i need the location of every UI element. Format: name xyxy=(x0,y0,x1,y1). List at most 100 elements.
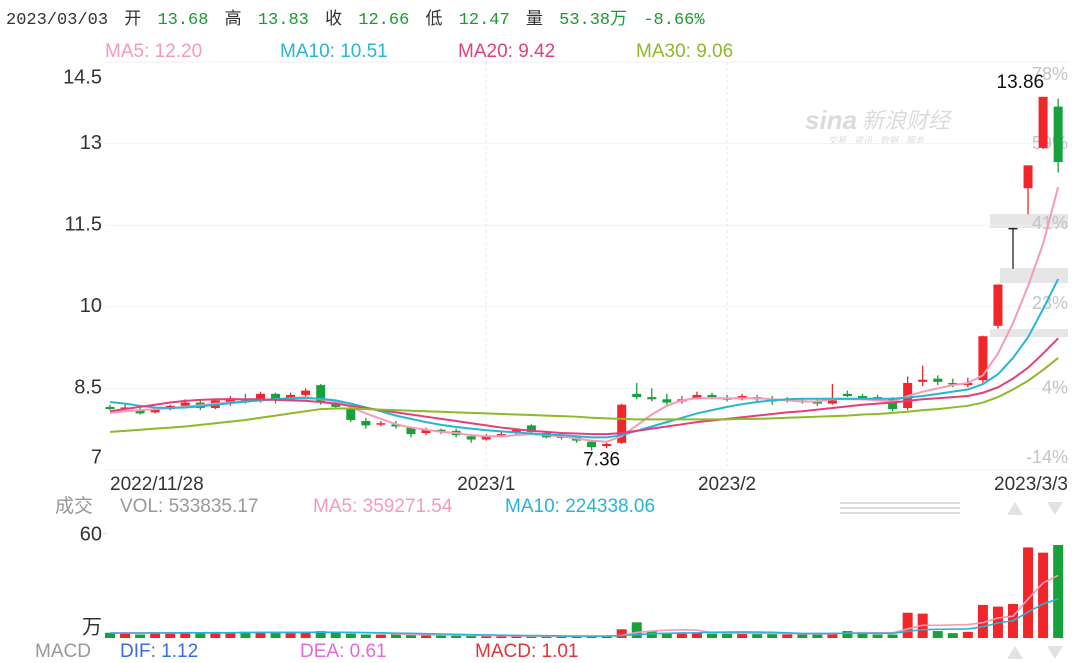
volume-ma-line xyxy=(110,598,1059,637)
volume-bar xyxy=(586,636,597,638)
candle-body xyxy=(888,399,898,410)
candle-body xyxy=(180,402,190,406)
volume-bar xyxy=(827,632,838,638)
candle-body xyxy=(978,336,988,381)
candle-body xyxy=(827,400,837,404)
macd-legend-entry: DIF: 1.12 xyxy=(120,641,198,662)
volume-bar xyxy=(1038,552,1049,638)
candle-body xyxy=(933,378,943,382)
ma-line xyxy=(109,337,1059,436)
candle-body xyxy=(135,410,145,414)
candle-body xyxy=(466,436,476,440)
volume-bar xyxy=(541,636,552,638)
volume-bar xyxy=(180,632,191,638)
volume-bar xyxy=(105,632,115,638)
y-tick-label: 10 xyxy=(80,295,102,317)
y-tick-label: 14.5 xyxy=(63,66,102,88)
volume-bar xyxy=(375,634,386,638)
watermark-logo: sina xyxy=(805,105,857,135)
volume-bar xyxy=(150,633,161,638)
y2-tick-label: 41% xyxy=(1032,213,1068,233)
dotted-decoration xyxy=(840,502,960,514)
y2-tick-label: 78% xyxy=(1032,64,1068,84)
macd-legend-entry: DEA: 0.61 xyxy=(300,641,387,662)
volume-bar xyxy=(676,633,687,638)
volume-bar xyxy=(511,635,522,638)
volume-bar xyxy=(1023,547,1034,638)
ma-line xyxy=(109,357,1059,433)
quote-change: -8.66% xyxy=(643,11,705,30)
volume-bar xyxy=(707,633,717,638)
volume-bar xyxy=(360,634,371,638)
candle-body xyxy=(602,443,612,447)
candle-body xyxy=(587,441,597,448)
volume-bar xyxy=(857,631,868,638)
volume-bar xyxy=(902,612,913,638)
quote-label: 开 xyxy=(124,10,141,30)
max-annotation: 13.86 xyxy=(997,72,1045,93)
macd-title: MACD xyxy=(35,641,91,662)
candle-body xyxy=(918,379,928,382)
min-annotation: 7.36 xyxy=(583,449,620,470)
volume-bar xyxy=(496,636,507,638)
axis-highlight xyxy=(990,329,1068,337)
x-tick-label: 2023/2 xyxy=(698,474,756,495)
candle-body xyxy=(812,401,822,404)
scroll-down-icon[interactable] xyxy=(1047,502,1063,515)
volume-bar xyxy=(135,634,146,638)
quote-label: 低 xyxy=(426,9,443,30)
volume-bar xyxy=(210,631,221,638)
scroll-down-icon[interactable] xyxy=(1047,646,1063,659)
volume-bar xyxy=(631,622,642,638)
y-tick-label: 13 xyxy=(80,132,102,154)
candle-body xyxy=(361,421,371,426)
candle-body xyxy=(842,393,852,397)
volume-bar xyxy=(225,632,236,638)
volume-bar xyxy=(315,631,326,638)
volume-bar xyxy=(120,633,131,638)
candle-body xyxy=(948,382,958,385)
watermark-sub: 交易 · 资讯 · 数据 · 服务 xyxy=(828,135,925,145)
volume-bar xyxy=(526,635,537,638)
volume-bar xyxy=(556,636,567,638)
candle-body xyxy=(858,396,867,399)
candle-body xyxy=(271,393,281,400)
volume-bar xyxy=(887,634,898,638)
y-tick-label: 8.5 xyxy=(74,377,102,399)
volume-bar xyxy=(195,632,206,638)
candle-body xyxy=(692,394,702,399)
candle-body xyxy=(286,394,296,400)
volume-bar xyxy=(165,633,176,638)
candle-body xyxy=(301,390,311,395)
quote-value: 53.38万 xyxy=(559,10,627,30)
candle-body xyxy=(511,429,521,432)
candle-body xyxy=(150,409,160,413)
x-tick-label: 2023/1 xyxy=(457,474,515,495)
candle-body xyxy=(436,429,446,432)
volume-bar xyxy=(812,633,823,638)
volume-bar xyxy=(842,631,853,638)
volume-bar xyxy=(406,634,416,638)
axis-highlight xyxy=(1000,268,1068,283)
candle-body xyxy=(632,393,642,398)
scroll-up-icon[interactable] xyxy=(1007,502,1023,515)
volume-bar xyxy=(797,634,808,638)
scroll-up-icon[interactable] xyxy=(1007,646,1023,659)
candle-body xyxy=(617,404,627,443)
candle-body xyxy=(421,429,431,434)
quote-label: 高 xyxy=(225,9,242,30)
candle-body xyxy=(346,407,356,420)
y2-tick-label: 4% xyxy=(1042,377,1068,397)
quote-value: 13.68 xyxy=(157,11,208,30)
volume-bar xyxy=(962,631,973,638)
ma-line xyxy=(109,278,1060,439)
legend-entry: MA10: 224338.06 xyxy=(505,496,655,517)
panel-title: 成交 xyxy=(55,495,93,517)
y2-tick-label: -14% xyxy=(1026,447,1068,467)
volume-bar xyxy=(451,635,462,638)
volume-bar xyxy=(661,632,672,638)
quote-label: 量 xyxy=(526,9,543,30)
candle-body xyxy=(707,394,717,398)
legend-entry: MA30: 9.06 xyxy=(636,41,733,62)
